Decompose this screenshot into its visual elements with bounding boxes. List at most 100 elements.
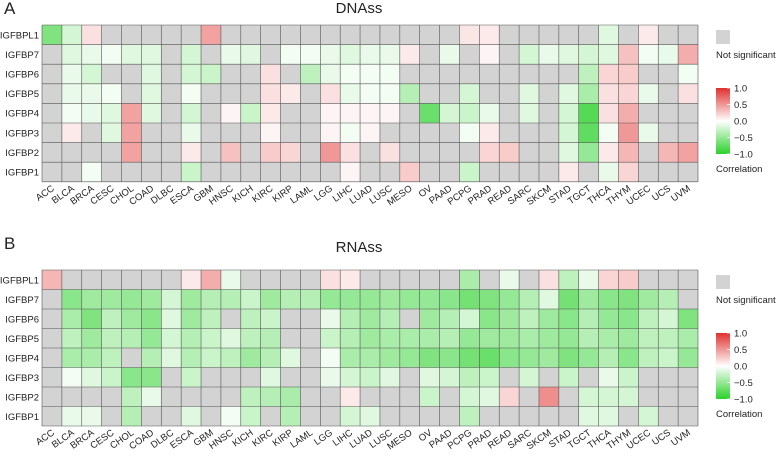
- heatmap-cell-igfbp3-skcm: [538, 367, 559, 387]
- heatmap-cell-igfbp5-kirp: [280, 328, 301, 348]
- heatmap-cell-igfbpl1-hnsc: [220, 25, 241, 45]
- heatmap-cell-igfbp4-coad: [141, 348, 162, 368]
- heatmap-cell-igfbp3-read: [499, 367, 520, 387]
- heatmap-cell-igfbpl1-luad: [360, 25, 380, 45]
- heatmap-cell-igfbp6-tgct: [578, 309, 599, 329]
- heatmap-cell-igfbp7-skcm: [538, 44, 559, 65]
- heatmap-cell-igfbp3-coad: [141, 123, 162, 143]
- heatmap-cell-igfbp2-lihc: [340, 142, 361, 163]
- heatmap-cell-igfbp7-laml: [300, 44, 321, 65]
- heatmap-cell-igfbpl1-read: [499, 25, 520, 45]
- heatmap-cell-igfbpl1-gbm: [201, 25, 221, 45]
- heatmap-cell-igfbp2-kirc: [260, 387, 281, 407]
- heatmap-cell-igfbp1-thca: [598, 406, 619, 426]
- legend-not-significant-swatch: [716, 275, 730, 289]
- heatmap-cell-igfbp4-laml: [300, 103, 321, 123]
- heatmap-cell-igfbp1-thym: [618, 406, 639, 426]
- heatmap-cell-igfbp5-paad: [439, 328, 460, 348]
- heatmap-cell-igfbp6-chol: [121, 309, 142, 329]
- heatmap-cell-igfbp1-laml: [300, 162, 321, 182]
- heatmap-cell-igfbpl1-sarc: [519, 270, 539, 290]
- heatmap-cell-igfbp4-meso: [399, 348, 420, 368]
- heatmap-cell-igfbp3-chol: [121, 367, 142, 387]
- heatmap-cell-igfbp3-hnsc: [220, 367, 241, 387]
- heatmap-cell-igfbp6-kirp: [280, 64, 301, 84]
- heatmap-cell-igfbp2-meso: [399, 387, 420, 407]
- heatmap-cell-igfbpl1-coad: [141, 270, 162, 290]
- heatmap-cell-igfbp2-hnsc: [220, 387, 241, 407]
- heatmap-cell-igfbp5-kich: [240, 83, 261, 104]
- heatmap-cell-igfbp7-chol: [121, 289, 142, 309]
- heatmap-cell-igfbp4-kirc: [260, 103, 281, 123]
- heatmap-cell-igfbp1-kich: [240, 406, 261, 426]
- heatmap-cell-igfbp2-gbm: [201, 142, 221, 163]
- heatmap-cell-igfbp2-esca: [181, 387, 202, 407]
- heatmap-cell-igfbp4-thca: [598, 348, 619, 368]
- heatmap-cell-igfbp5-brca: [81, 328, 102, 348]
- heatmap-cell-igfbp7-lusc: [379, 289, 400, 309]
- heatmap-cell-igfbp1-thym: [618, 162, 639, 182]
- heatmap-cell-igfbpl1-blca: [61, 25, 82, 45]
- heatmap-cell-igfbp7-kirp: [280, 289, 301, 309]
- heatmap-cell-igfbp1-luad: [360, 406, 380, 426]
- heatmap-cell-igfbp6-kich: [240, 64, 261, 84]
- heatmap-cell-igfbpl1-brca: [81, 25, 102, 45]
- heatmap-cell-igfbp6-dlbc: [161, 309, 182, 329]
- heatmap-cell-igfbp4-tgct: [578, 348, 599, 368]
- heatmap-cell-igfbpl1-kich: [240, 270, 261, 290]
- heatmap-cell-igfbpl1-thym: [618, 25, 639, 45]
- colorbar-tick-label: −1.0: [734, 395, 753, 406]
- heatmap-cell-igfbp2-pcpg: [459, 142, 480, 163]
- heatmap-cell-igfbp3-paad: [439, 123, 460, 143]
- heatmap-cell-igfbpl1-luad: [360, 270, 380, 290]
- heatmap-cell-igfbp1-kirp: [280, 162, 301, 182]
- heatmap-cell-igfbp6-luad: [360, 64, 380, 84]
- legend: Not significant 1.0 0.5 0.0 −0.5 −1.0 Correlat…: [716, 30, 776, 175]
- heatmap-cell-igfbp4-acc: [42, 103, 62, 123]
- heatmap-cell-igfbp2-blca: [61, 387, 82, 407]
- heatmap-cell-igfbp6-hnsc: [220, 309, 241, 329]
- heatmap-cell-igfbp4-ucec: [638, 348, 659, 368]
- heatmap-cell-igfbpl1-kich: [240, 25, 261, 45]
- heatmap-cell-igfbp4-esca: [181, 348, 202, 368]
- heatmap-cell-igfbp2-blca: [61, 142, 82, 163]
- heatmap-cell-igfbpl1-kirc: [260, 25, 281, 45]
- heatmap-cell-igfbp5-lgg: [320, 83, 341, 104]
- heatmap-cell-igfbp4-brca: [81, 103, 102, 123]
- heatmap-cell-igfbp1-lusc: [379, 162, 400, 182]
- heatmap-cell-igfbp2-cesc: [101, 387, 122, 407]
- heatmap-cell-igfbp2-read: [499, 142, 520, 163]
- heatmap-cell-igfbp3-read: [499, 123, 520, 143]
- heatmap-cell-igfbp7-cesc: [101, 44, 122, 65]
- heatmap-cell-igfbp6-ov: [419, 309, 440, 329]
- heatmap-cell-igfbpl1-kirp: [280, 270, 301, 290]
- heatmap-cell-igfbp7-dlbc: [161, 289, 182, 309]
- heatmap-cell-igfbp2-thca: [598, 142, 619, 163]
- heatmap-cell-igfbpl1-esca: [181, 270, 202, 290]
- heatmap-cell-igfbp1-kirp: [280, 406, 301, 426]
- heatmap-cell-igfbp3-prad: [479, 367, 500, 387]
- heatmap-cell-igfbp7-sarc: [519, 289, 539, 309]
- chart-title: RNAss: [336, 239, 383, 256]
- heatmap-cell-igfbp4-lihc: [340, 103, 361, 123]
- heatmap-cell-igfbp3-lusc: [379, 367, 400, 387]
- x-axis-labels: ACCBLCABRCACESCCHOLCOADDLBCESCAGBMHNSCKI…: [34, 427, 693, 452]
- x-tick-label: UCS: [650, 427, 673, 448]
- heatmap-cell-igfbp5-chol: [121, 83, 142, 104]
- heatmap-cell-igfbp6-read: [499, 64, 520, 84]
- heatmap-cell-igfbp4-read: [499, 103, 520, 123]
- heatmap-cell-igfbp2-thym: [618, 387, 639, 407]
- heatmap-cell-igfbp3-stad: [558, 367, 579, 387]
- heatmap-cell-igfbp5-kirp: [280, 83, 301, 104]
- heatmap-cell-igfbp2-lgg: [320, 142, 341, 163]
- heatmap-cell-igfbp6-brca: [81, 64, 102, 84]
- heatmap-cell-igfbp5-sarc: [519, 328, 539, 348]
- heatmap-cell-igfbp6-pcpg: [459, 64, 480, 84]
- heatmap-cell-igfbp4-lgg: [320, 348, 341, 368]
- heatmap-cell-igfbp6-esca: [181, 64, 202, 84]
- heatmap-cell-igfbp5-read: [499, 328, 520, 348]
- heatmap-cell-igfbp2-cesc: [101, 142, 122, 163]
- heatmap-cell-igfbp1-meso: [399, 406, 420, 426]
- heatmap-cell-igfbp4-skcm: [538, 348, 559, 368]
- heatmap-cell-igfbp4-paad: [439, 348, 460, 368]
